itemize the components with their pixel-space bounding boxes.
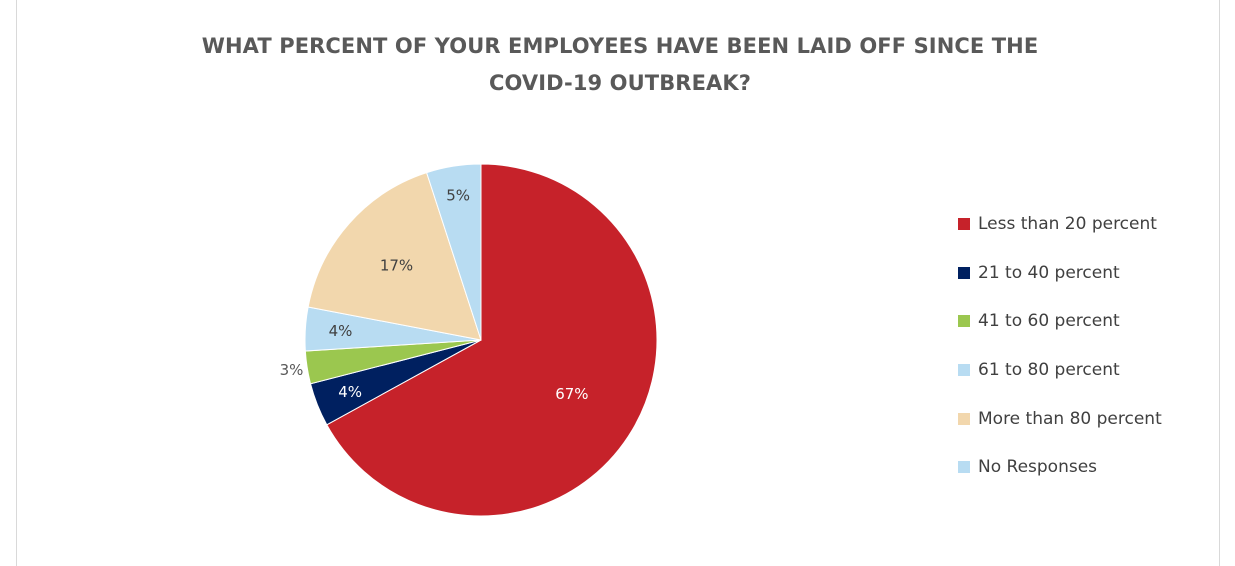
- legend-label: 61 to 80 percent: [978, 360, 1120, 381]
- legend-item: 21 to 40 percent: [958, 249, 1162, 298]
- pie-slice: [425, 163, 482, 341]
- pie-slice-label: 67%: [555, 385, 588, 403]
- legend-swatch: [958, 218, 970, 231]
- legend-item: No Responses: [958, 443, 1162, 492]
- legend-item: 41 to 60 percent: [958, 297, 1162, 346]
- legend-item: 61 to 80 percent: [958, 346, 1162, 395]
- legend-item: More than 80 percent: [958, 394, 1162, 443]
- legend-label: 41 to 60 percent: [978, 311, 1120, 332]
- chart-legend: Less than 20 percent 21 to 40 percent 41…: [958, 200, 1162, 492]
- legend-item: Less than 20 percent: [958, 200, 1162, 249]
- pie-slice: [307, 171, 482, 341]
- pie-slice-label: 5%: [446, 187, 470, 205]
- legend-swatch: [958, 266, 970, 279]
- pie-slice-label: 4%: [338, 383, 362, 401]
- legend-label: 21 to 40 percent: [978, 262, 1120, 283]
- legend-swatch: [958, 412, 970, 425]
- legend-swatch: [958, 364, 970, 377]
- frame-left-border: [16, 0, 17, 566]
- chart-title-line-1: WHAT PERCENT OF YOUR EMPLOYEES HAVE BEEN…: [201, 34, 1039, 58]
- pie-slice-label: 3%: [280, 361, 304, 379]
- frame-right-border: [1219, 0, 1220, 566]
- pie-slice-label: 4%: [329, 322, 353, 340]
- pie-slice: [326, 163, 658, 517]
- chart-title: WHAT PERCENT OF YOUR EMPLOYEES HAVE BEEN…: [130, 28, 1110, 102]
- legend-label: Less than 20 percent: [978, 214, 1157, 235]
- legend-label: More than 80 percent: [978, 408, 1162, 429]
- legend-swatch: [958, 461, 970, 474]
- chart-title-line-2: COVID-19 OUTBREAK?: [488, 71, 752, 95]
- pie-slice-label: 17%: [380, 257, 413, 275]
- legend-label: No Responses: [978, 457, 1098, 478]
- legend-swatch: [958, 315, 970, 328]
